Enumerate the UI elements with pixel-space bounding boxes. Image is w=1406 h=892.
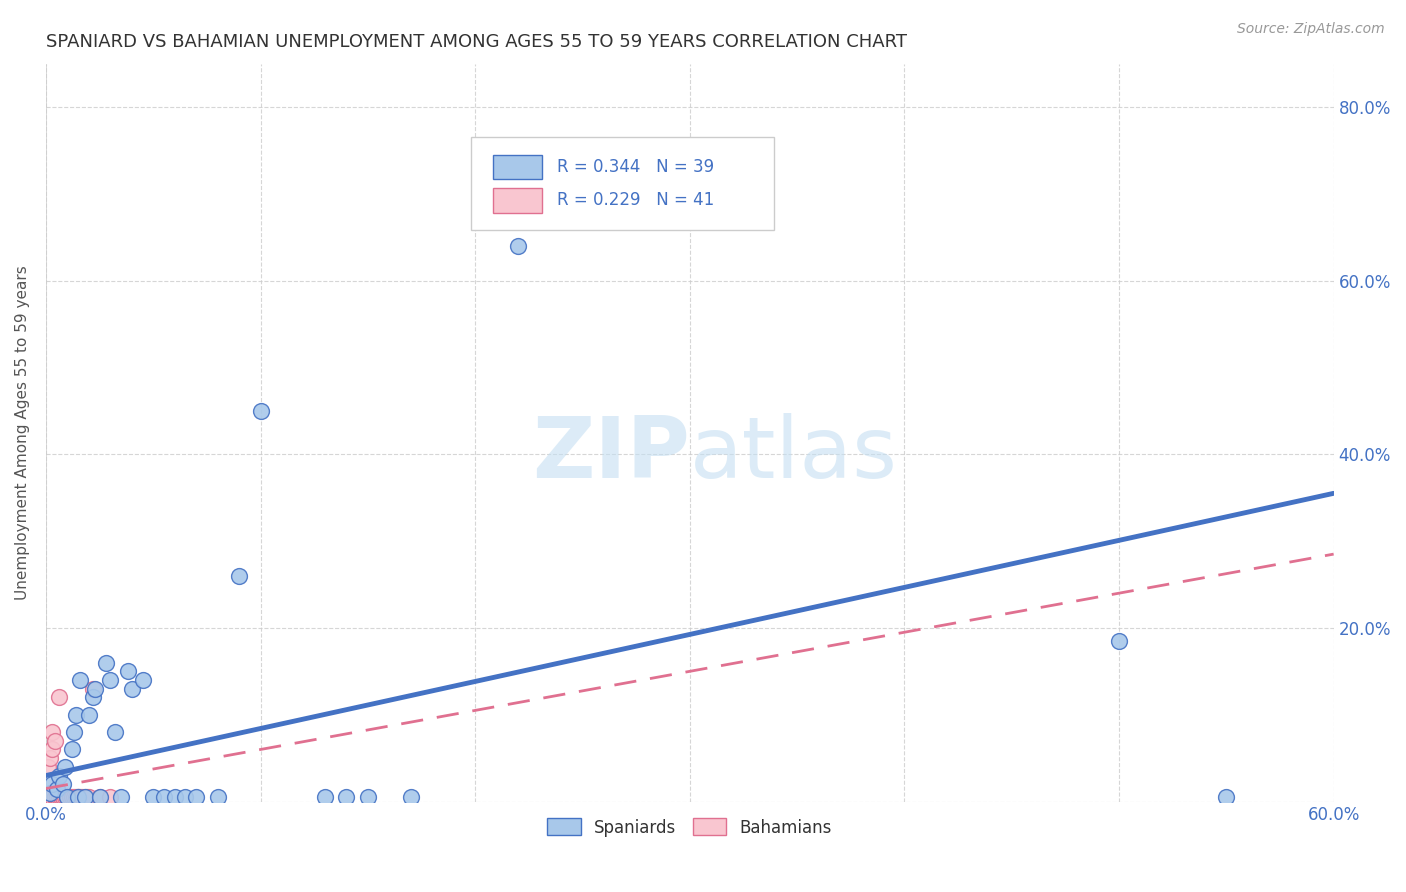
Point [63,725,86,739]
Point [69,673,91,687]
Point [1215,790,1237,805]
Point [35,790,58,805]
Point [48,690,70,705]
Point [39,751,62,765]
Y-axis label: Unemployment Among Ages 55 to 59 years: Unemployment Among Ages 55 to 59 years [15,265,30,600]
Legend: Spaniards, Bahamians: Spaniards, Bahamians [538,810,841,845]
Point [45,790,67,805]
Point [41,790,63,805]
Point [44,790,66,805]
Point [63,790,86,805]
Point [72,790,94,805]
Point [121,681,143,696]
Point [76,790,98,805]
Point [249,404,271,418]
Point [56,790,79,805]
Point [84,681,107,696]
Point [41,742,63,756]
Point [82,690,104,705]
Bar [492,188,541,212]
FancyBboxPatch shape [471,137,773,229]
Point [60,742,83,756]
Point [117,665,139,679]
Point [142,790,165,805]
Point [37,790,59,805]
Point [228,569,250,583]
Point [73,790,96,805]
Point [49,790,72,805]
Point [399,790,422,805]
Point [56,790,79,805]
Point [67,790,90,805]
Point [77,790,100,805]
Point [44,790,66,805]
Text: atlas: atlas [690,413,898,496]
Point [52,790,75,805]
Point [44,733,66,747]
Point [41,790,63,805]
Text: ZIP: ZIP [531,413,690,496]
Point [82,681,104,696]
Point [45,790,67,805]
Point [104,725,127,739]
Point [48,790,70,805]
Point [49,790,72,805]
Point [153,790,176,805]
Point [53,790,76,805]
Point [58,790,80,805]
Point [35,790,58,805]
Point [73,790,96,805]
Point [207,790,229,805]
Point [186,790,208,805]
Point [65,790,87,805]
Point [39,790,62,805]
Point [37,790,59,805]
Point [67,790,90,805]
Point [56,790,79,805]
Point [508,239,530,253]
Bar [492,155,541,179]
Point [37,760,59,774]
Point [39,786,62,800]
Point [94,656,117,670]
Point [52,790,75,805]
Point [335,790,357,805]
Point [77,707,100,722]
Point [45,781,67,796]
Text: R = 0.229   N = 41: R = 0.229 N = 41 [557,192,714,210]
Point [48,768,70,782]
Point [314,790,336,805]
Point [98,673,121,687]
Point [52,777,75,791]
Point [357,790,380,805]
Point [1108,634,1130,648]
Point [60,790,83,805]
Text: R = 0.344   N = 39: R = 0.344 N = 39 [557,158,714,177]
Point [41,777,63,791]
Point [65,707,87,722]
Point [131,673,153,687]
Point [39,790,62,805]
Point [56,790,79,805]
Text: SPANIARD VS BAHAMIAN UNEMPLOYMENT AMONG AGES 55 TO 59 YEARS CORRELATION CHART: SPANIARD VS BAHAMIAN UNEMPLOYMENT AMONG … [46,33,907,51]
Point [110,790,132,805]
Text: Source: ZipAtlas.com: Source: ZipAtlas.com [1237,22,1385,37]
Point [98,790,121,805]
Point [67,790,90,805]
Point [41,725,63,739]
Point [89,790,111,805]
Point [174,790,197,805]
Point [163,790,186,805]
Point [69,790,91,805]
Point [89,790,111,805]
Point [53,760,76,774]
